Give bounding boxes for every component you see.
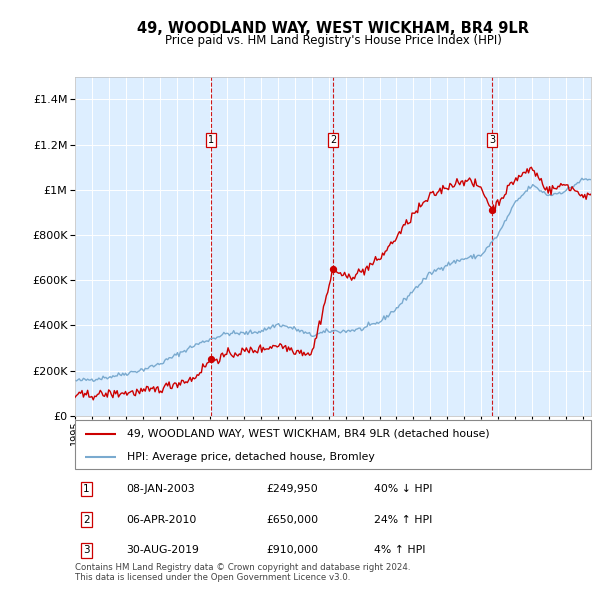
Text: 1: 1: [83, 484, 89, 494]
Text: 2: 2: [330, 135, 337, 145]
Text: 49, WOODLAND WAY, WEST WICKHAM, BR4 9LR: 49, WOODLAND WAY, WEST WICKHAM, BR4 9LR: [137, 21, 529, 35]
Text: 1: 1: [208, 135, 214, 145]
Text: 40% ↓ HPI: 40% ↓ HPI: [374, 484, 433, 494]
Text: 08-JAN-2003: 08-JAN-2003: [127, 484, 196, 494]
Text: 3: 3: [83, 546, 89, 555]
Point: [487, 205, 497, 215]
Text: Price paid vs. HM Land Registry's House Price Index (HPI): Price paid vs. HM Land Registry's House …: [164, 34, 502, 47]
Text: HPI: Average price, detached house, Bromley: HPI: Average price, detached house, Brom…: [127, 452, 374, 462]
Text: £910,000: £910,000: [266, 546, 318, 555]
Text: 2: 2: [83, 515, 89, 525]
Text: 06-APR-2010: 06-APR-2010: [127, 515, 197, 525]
Text: Contains HM Land Registry data © Crown copyright and database right 2024.
This d: Contains HM Land Registry data © Crown c…: [75, 563, 410, 582]
Text: 49, WOODLAND WAY, WEST WICKHAM, BR4 9LR (detached house): 49, WOODLAND WAY, WEST WICKHAM, BR4 9LR …: [127, 429, 489, 439]
Text: 30-AUG-2019: 30-AUG-2019: [127, 546, 199, 555]
Text: £249,950: £249,950: [266, 484, 317, 494]
Text: 3: 3: [489, 135, 495, 145]
Text: 4% ↑ HPI: 4% ↑ HPI: [374, 546, 426, 555]
Point: [206, 355, 215, 364]
Text: £650,000: £650,000: [266, 515, 318, 525]
FancyBboxPatch shape: [75, 420, 591, 469]
Point: [329, 264, 338, 274]
Text: 24% ↑ HPI: 24% ↑ HPI: [374, 515, 433, 525]
